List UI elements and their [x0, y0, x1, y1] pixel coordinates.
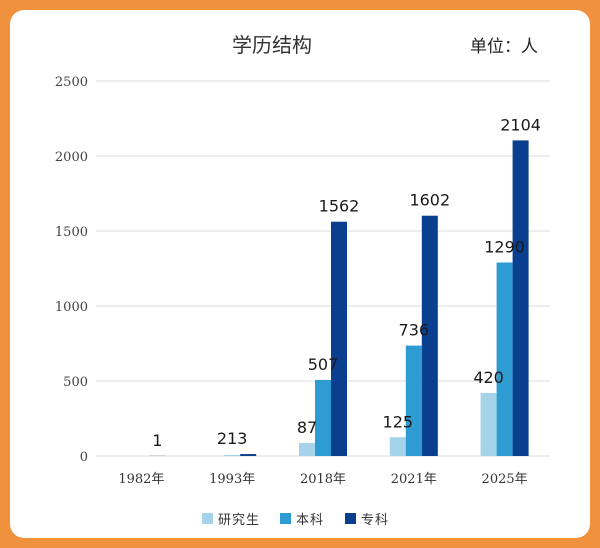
- legend-item-本科: 本科: [280, 513, 324, 528]
- y-tick-label: 500: [63, 375, 88, 390]
- x-tick-label: 2018年: [300, 472, 346, 487]
- legend-item-专科: 专科: [345, 513, 389, 528]
- y-tick-label: 1500: [55, 225, 88, 240]
- bar-专科-1993年: [240, 454, 257, 456]
- bar-专科-2025年: [512, 140, 529, 456]
- y-axis-ticks: 0 500 1000 1500 2000 2500: [55, 75, 88, 465]
- legend-swatch: [202, 513, 213, 524]
- bar-专科-2021年: [421, 215, 438, 456]
- x-tick-label: 2021年: [391, 472, 437, 487]
- data-label: 213: [217, 429, 248, 448]
- bars: [149, 140, 529, 456]
- bar-研究生-2018年: [299, 442, 315, 456]
- x-tick-label: 1982年: [118, 472, 164, 487]
- bar-本科-2021年: [405, 345, 422, 456]
- x-tick-label: 1993年: [209, 472, 255, 487]
- data-label: 2104: [500, 115, 541, 134]
- legend: 研究生 本科 专科: [202, 513, 389, 528]
- x-tick-label: 2025年: [482, 472, 528, 487]
- y-tick-label: 2500: [55, 75, 88, 90]
- chart-title: 学历结构: [232, 33, 312, 57]
- y-tick-label: 0: [80, 450, 88, 465]
- bar-研究生-2025年: [480, 393, 497, 456]
- bar-本科-2018年: [315, 379, 331, 456]
- data-label: 87: [297, 418, 317, 437]
- data-label: 736: [399, 321, 430, 340]
- y-tick-label: 1000: [55, 300, 88, 315]
- data-labels: 1 87 507 1562 125 736 1602 420 1290 2104 213: [152, 115, 541, 449]
- data-label: 1562: [319, 197, 360, 216]
- data-label: 1602: [409, 191, 450, 210]
- data-label: 420: [473, 368, 504, 387]
- data-label: 125: [383, 412, 414, 431]
- data-label: 507: [308, 355, 339, 374]
- x-axis-ticks: 1982年 1993年 2018年 2021年 2025年: [118, 472, 527, 487]
- bar-专科-2018年: [331, 221, 347, 456]
- data-label: 1290: [484, 238, 525, 257]
- legend-item-研究生: 研究生: [202, 513, 260, 528]
- legend-label: 专科: [361, 513, 389, 528]
- legend-swatch: [345, 513, 356, 524]
- unit-label: 单位：人: [470, 37, 538, 57]
- legend-label: 本科: [296, 513, 324, 528]
- bar-研究生-2021年: [389, 437, 406, 456]
- legend-label: 研究生: [218, 513, 260, 528]
- data-label: 1: [152, 431, 162, 450]
- bar-本科-2025年: [496, 262, 513, 456]
- y-tick-label: 2000: [55, 150, 88, 165]
- legend-swatch: [280, 513, 291, 524]
